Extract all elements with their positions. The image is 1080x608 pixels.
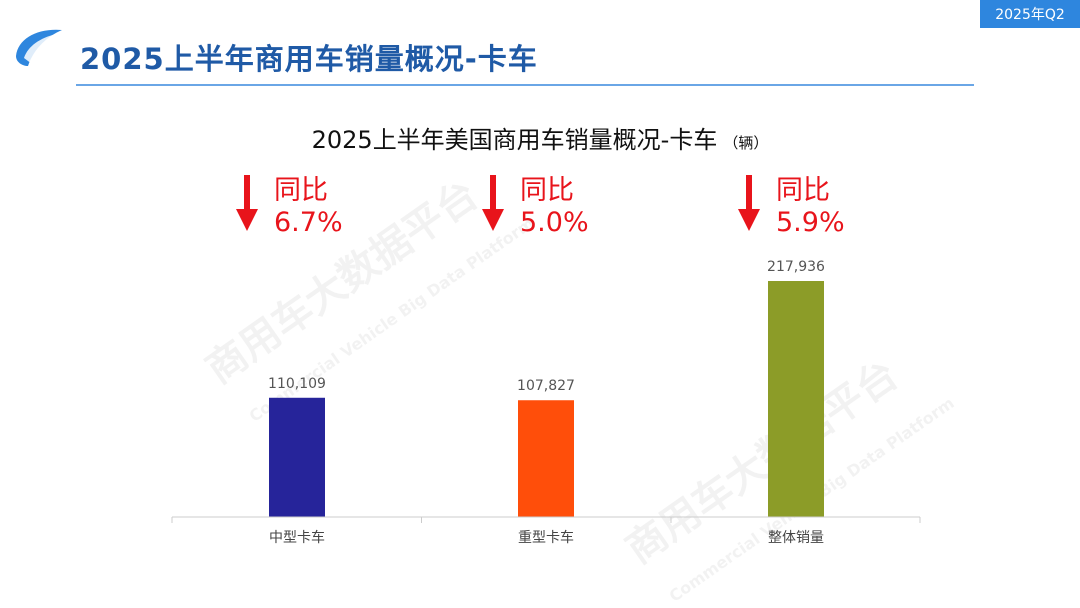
yoy-annotation-medium: 同比 6.7% — [236, 175, 343, 239]
down-arrow-icon — [236, 175, 258, 231]
data-label-1: 107,827 — [517, 378, 575, 394]
period-badge: 2025年Q2 — [980, 0, 1080, 28]
yoy-value: 6.7% — [274, 207, 343, 238]
data-label-2: 217,936 — [767, 259, 825, 275]
bar-2 — [768, 281, 824, 517]
bar-0 — [269, 397, 325, 517]
yoy-annotation-total: 同比 5.9% — [738, 175, 845, 239]
category-label-2: 整体销量 — [768, 530, 824, 546]
yoy-annotation-heavy: 同比 5.0% — [482, 175, 589, 239]
down-arrow-icon — [738, 175, 760, 231]
down-arrow-icon — [482, 175, 504, 231]
category-label-1: 重型卡车 — [518, 529, 574, 546]
category-label-0: 中型卡车 — [269, 529, 325, 546]
data-label-0: 110,109 — [268, 376, 326, 392]
page-title: 2025上半年商用车销量概况-卡车 — [80, 42, 538, 76]
yoy-label: 同比 — [274, 175, 328, 206]
chart-unit: （辆） — [723, 134, 769, 152]
yoy-label: 同比 — [776, 175, 830, 206]
chart-title: 2025上半年美国商用车销量概况-卡车 （辆） — [0, 120, 1080, 155]
yoy-value: 5.0% — [520, 207, 589, 238]
yoy-value: 5.9% — [776, 207, 845, 238]
yoy-label: 同比 — [520, 175, 574, 206]
chart-title-text: 2025上半年美国商用车销量概况-卡车 — [311, 126, 718, 154]
bar-1 — [518, 400, 574, 517]
header-divider — [76, 84, 974, 86]
brand-logo-icon — [16, 29, 62, 66]
